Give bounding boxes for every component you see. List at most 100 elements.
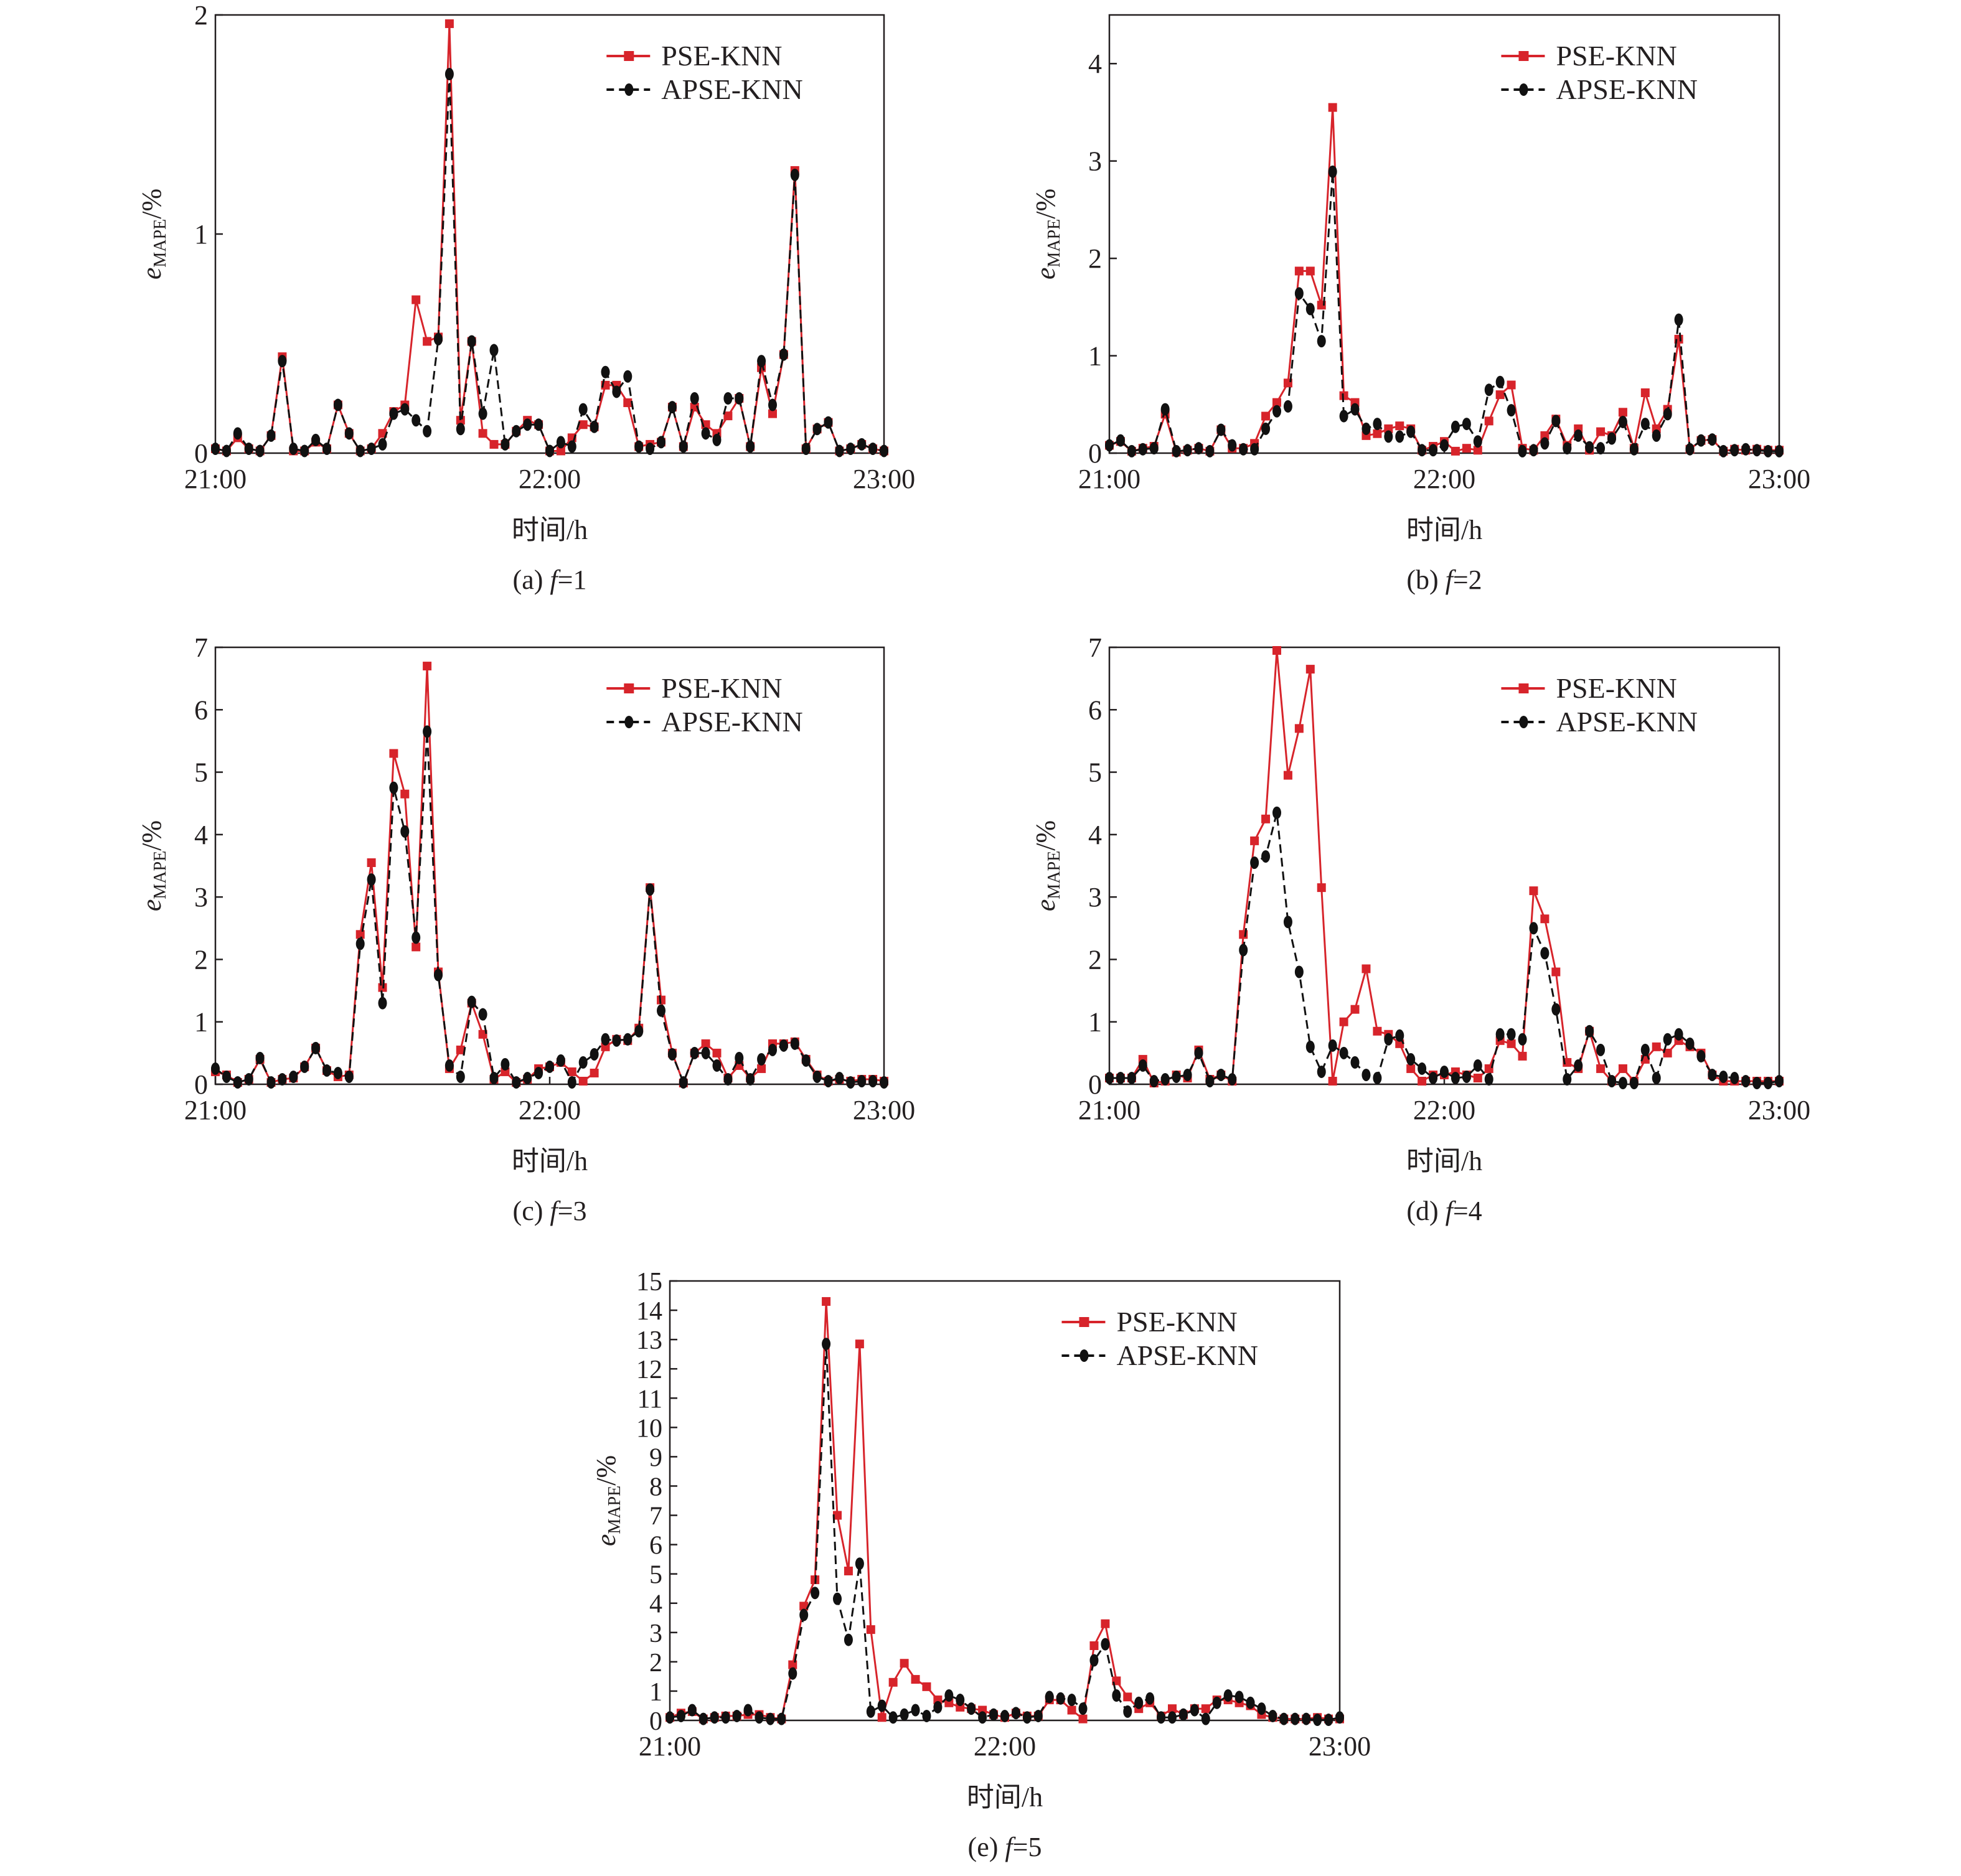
data-point-circle	[501, 1058, 510, 1071]
data-point-circle	[1640, 1043, 1650, 1056]
y-tick-label: 0	[1088, 1069, 1102, 1100]
data-point-square	[400, 789, 410, 799]
data-point-circle	[857, 1074, 867, 1087]
data-point-square	[1529, 886, 1538, 896]
data-point-circle	[1112, 1689, 1121, 1702]
data-point-circle	[501, 438, 510, 451]
data-point-circle	[857, 438, 867, 451]
data-point-circle	[1205, 1074, 1215, 1087]
data-point-circle	[233, 1076, 242, 1089]
data-point-circle	[1178, 1708, 1188, 1721]
series-pse-knn	[1105, 103, 1784, 457]
data-point-circle	[389, 407, 398, 420]
data-point-circle	[822, 1338, 831, 1351]
y-label-unit: /%	[136, 189, 167, 219]
data-point-circle	[567, 1076, 576, 1089]
y-tick-label: 5	[649, 1561, 662, 1590]
data-point-circle	[846, 1076, 855, 1089]
data-point-circle	[779, 1039, 788, 1052]
panel-caption: (d) f=4	[1406, 1196, 1482, 1226]
series-line	[1109, 171, 1779, 453]
data-point-circle	[844, 1633, 853, 1646]
data-point-circle	[1149, 442, 1159, 455]
data-point-square	[1462, 444, 1471, 453]
data-point-circle	[1775, 444, 1784, 457]
legend-marker-circle	[1079, 1349, 1089, 1362]
data-point-circle	[1350, 403, 1360, 416]
data-point-circle	[646, 442, 655, 455]
data-point-circle	[1674, 1028, 1683, 1041]
x-axis-label: 时间/h	[512, 1146, 588, 1176]
data-point-circle	[833, 1592, 842, 1605]
y-label-unit: /%	[591, 1455, 621, 1486]
y-tick-label: 14	[636, 1297, 662, 1326]
data-point-circle	[1473, 435, 1482, 448]
data-point-circle	[311, 1041, 321, 1054]
panel-caption: (c) f=3	[513, 1196, 587, 1226]
data-point-circle	[868, 1074, 878, 1087]
data-point-circle	[1685, 1037, 1695, 1050]
data-point-circle	[1406, 1053, 1416, 1066]
y-label-subscript: MAPE	[605, 1486, 624, 1534]
data-point-square	[1373, 1026, 1382, 1036]
data-point-square	[888, 1677, 898, 1687]
data-point-square	[1123, 1692, 1132, 1702]
data-point-square	[1495, 390, 1505, 400]
data-point-circle	[1160, 1072, 1170, 1086]
data-point-circle	[344, 1070, 354, 1083]
data-point-square	[423, 337, 432, 346]
data-point-square	[1640, 388, 1650, 398]
panel-caption: (b) f=2	[1406, 565, 1482, 595]
data-point-square	[1261, 814, 1271, 823]
data-point-circle	[690, 392, 699, 405]
data-point-circle	[1451, 1071, 1460, 1084]
data-point-circle	[1305, 303, 1315, 316]
data-point-circle	[1000, 1709, 1009, 1722]
data-point-circle	[1373, 1071, 1382, 1084]
data-point-circle	[877, 1699, 886, 1712]
series-apse-knn	[1105, 165, 1784, 457]
data-point-circle	[1406, 425, 1416, 438]
data-point-square	[1618, 408, 1627, 417]
data-point-circle	[211, 1062, 220, 1075]
data-point-circle	[1283, 400, 1292, 413]
data-point-circle	[967, 1702, 976, 1715]
data-point-circle	[1484, 383, 1493, 396]
y-label-unit: /%	[136, 820, 167, 851]
x-tick-label: 23:00	[853, 464, 915, 494]
data-point-circle	[1127, 444, 1136, 457]
y-tick-label: 10	[636, 1414, 662, 1443]
data-point-square	[712, 1048, 722, 1058]
data-point-circle	[634, 1025, 644, 1038]
y-tick-label: 3	[194, 882, 208, 912]
data-point-square	[367, 858, 376, 867]
data-point-circle	[1168, 1711, 1177, 1724]
data-point-circle	[732, 1709, 741, 1722]
data-point-circle	[255, 444, 265, 457]
data-point-square	[1473, 1073, 1482, 1082]
y-tick-label: 2	[194, 944, 208, 975]
y-label-symbol: e	[1030, 899, 1061, 912]
data-point-circle	[1116, 434, 1125, 447]
data-point-circle	[835, 444, 844, 457]
data-point-circle	[444, 1059, 454, 1072]
data-point-circle	[623, 370, 633, 383]
data-point-circle	[1212, 1696, 1221, 1709]
y-tick-label: 3	[1088, 882, 1102, 912]
y-tick-label: 2	[649, 1649, 662, 1677]
data-point-circle	[855, 1557, 864, 1570]
data-point-circle	[1033, 1709, 1043, 1722]
data-point-circle	[1418, 1062, 1427, 1075]
data-point-circle	[534, 1066, 543, 1079]
data-point-circle	[1228, 1072, 1237, 1086]
data-point-square	[556, 446, 565, 456]
x-tick-label: 22:00	[519, 464, 581, 494]
data-point-circle	[1183, 1068, 1192, 1081]
series-apse-knn	[1105, 806, 1784, 1089]
data-point-circle	[1138, 1059, 1147, 1072]
data-point-circle	[389, 781, 398, 794]
data-point-circle	[556, 1054, 565, 1067]
data-point-circle	[1101, 1638, 1110, 1651]
y-tick-label: 1	[649, 1678, 662, 1707]
